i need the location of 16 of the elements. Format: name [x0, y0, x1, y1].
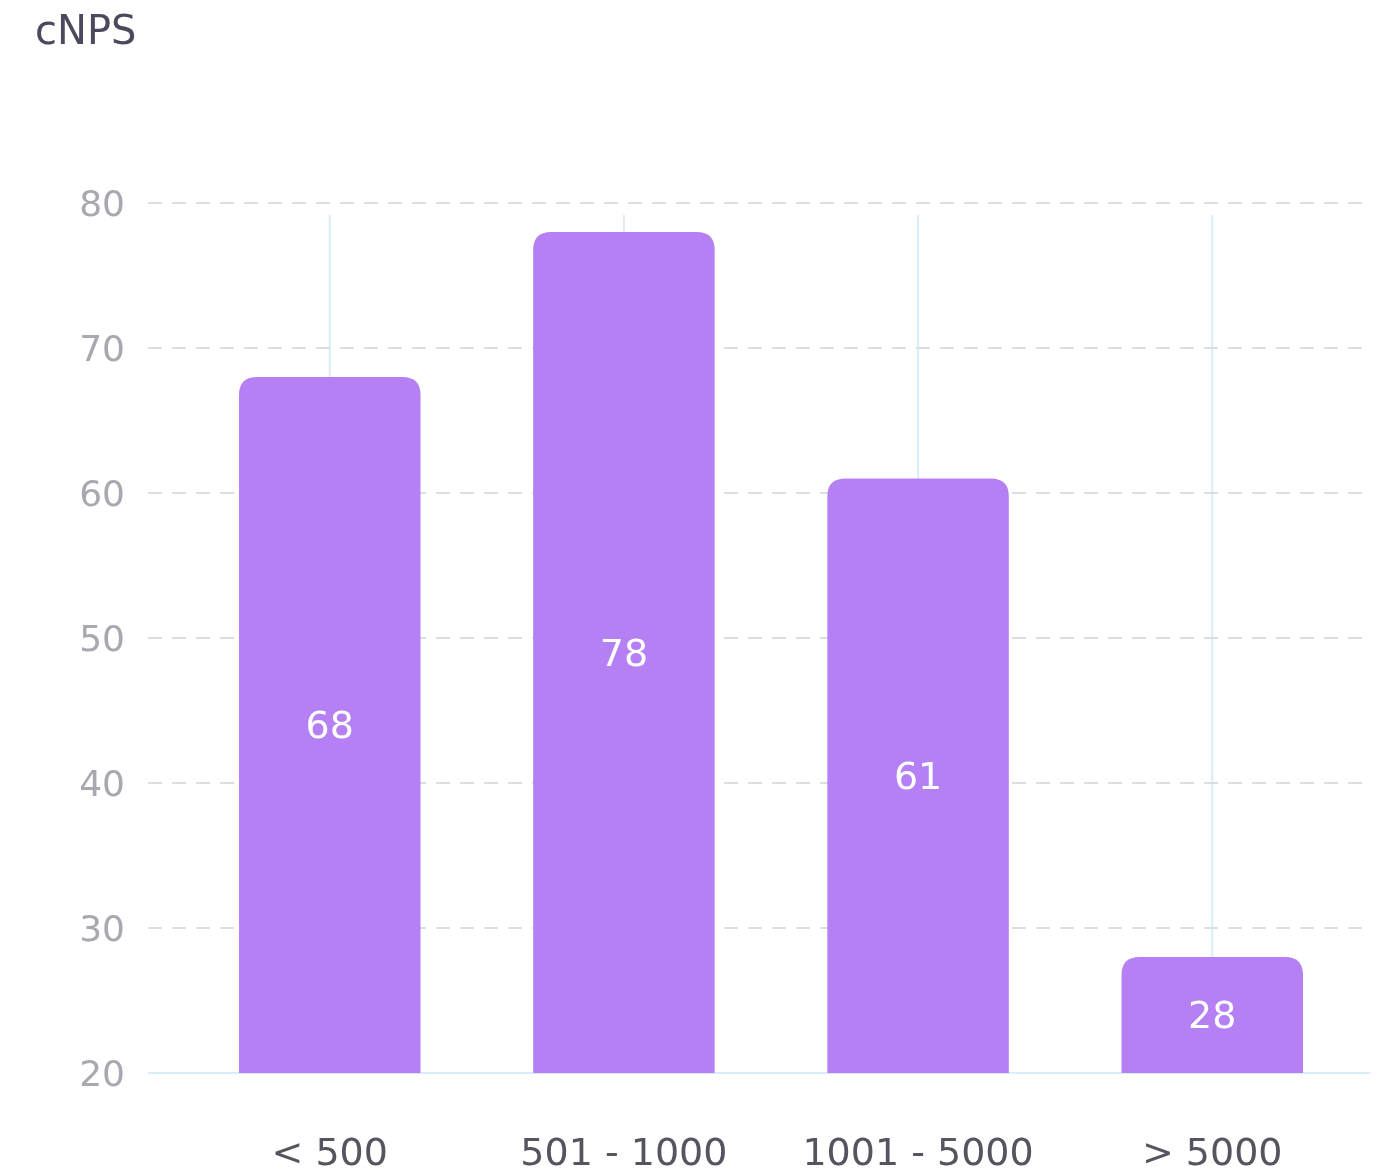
x-tick-label: 1001 - 5000 — [802, 1130, 1034, 1173]
chart-title: cNPS — [35, 7, 137, 53]
y-tick-label: 60 — [79, 472, 125, 514]
y-tick-label: 20 — [79, 1052, 125, 1094]
x-tick-label: > 5000 — [1141, 1130, 1283, 1173]
data-label: 61 — [893, 754, 943, 799]
data-label: 68 — [305, 703, 354, 748]
y-tick-label: 30 — [79, 907, 125, 949]
y-tick-label: 50 — [79, 617, 125, 659]
y-tick-label: 80 — [79, 182, 125, 224]
data-label: 28 — [1188, 993, 1237, 1038]
y-tick-label: 40 — [79, 762, 125, 804]
data-label: 78 — [599, 630, 649, 675]
x-tick-label: 501 - 1000 — [520, 1130, 728, 1173]
y-tick-label: 70 — [79, 327, 125, 369]
x-tick-label: < 500 — [271, 1130, 388, 1173]
